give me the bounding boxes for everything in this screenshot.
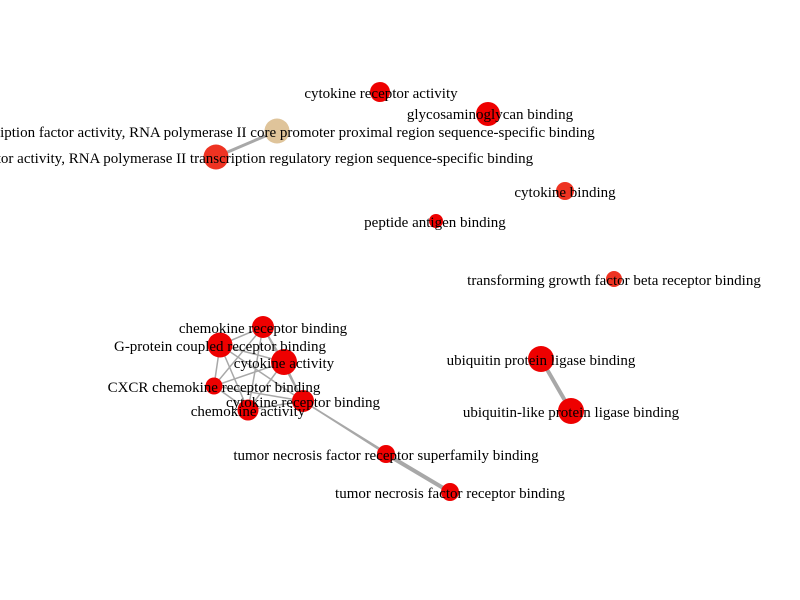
node-cytokine-binding[interactable] — [556, 182, 574, 200]
node-tnf-receptor-binding[interactable] — [441, 483, 459, 501]
edge-n9-n12 — [219, 344, 304, 402]
node-cytokine-activity[interactable] — [271, 349, 297, 375]
node-chemokine-receptor-binding-label: chemokine receptor binding — [179, 321, 348, 337]
node-chemokine-receptor-binding[interactable] — [252, 316, 274, 338]
node-cytokine-receptor-activity[interactable] — [370, 82, 390, 102]
node-tf-activity-core-promoter-label: transcription factor activity, RNA polym… — [0, 125, 595, 141]
node-glycosaminoglycan-binding[interactable] — [476, 102, 500, 126]
node-tf-activity-regulatory-region[interactable] — [203, 144, 229, 170]
node-peptide-antigen-binding-label: peptide antigen binding — [364, 215, 506, 231]
edge-n11-n12 — [213, 385, 304, 402]
node-tnf-receptor-binding-label: tumor necrosis factor receptor binding — [335, 486, 565, 502]
node-cxcr-chemokine-receptor-binding[interactable] — [205, 377, 223, 395]
node-g-protein-coupled-receptor-binding-label: G-protein coupled receptor binding — [114, 339, 327, 355]
node-cytokine-receptor-binding-label: cytokine receptor binding — [226, 395, 381, 411]
node-tf-activity-core-promoter[interactable] — [264, 118, 290, 144]
node-cxcr-chemokine-receptor-binding-label: CXCR chemokine receptor binding — [108, 380, 321, 396]
node-tf-activity-regulatory-region-label: transcription factor activity, RNA polym… — [0, 151, 534, 167]
node-cytokine-activity-label: cytokine activity — [234, 356, 335, 372]
edge-n12-n15 — [302, 400, 451, 493]
node-cytokine-receptor-binding[interactable] — [292, 390, 314, 412]
node-tgf-beta-receptor-binding[interactable] — [606, 271, 622, 287]
node-chemokine-activity[interactable] — [237, 399, 259, 421]
labels-layer: cytokine receptor activity glycosaminogly… — [0, 86, 761, 502]
node-chemokine-activity-label: chemokine activity — [191, 404, 306, 420]
node-tgf-beta-receptor-binding-label: transforming growth factor beta receptor… — [467, 273, 761, 289]
node-ubiquitin-like-protein-ligase-binding-label: ubiquitin-like protein ligase binding — [463, 405, 680, 421]
node-tnf-receptor-superfamily-binding-label: tumor necrosis factor receptor superfami… — [233, 448, 539, 464]
node-glycosaminoglycan-binding-label: glycosaminoglycan binding — [407, 107, 574, 123]
nodes-layer — [203, 82, 622, 501]
node-peptide-antigen-binding[interactable] — [429, 214, 443, 228]
node-ubiquitin-protein-ligase-binding-label: ubiquitin protein ligase binding — [447, 353, 636, 369]
edge-n8-n11 — [213, 326, 264, 387]
node-cytokine-binding-label: cytokine binding — [514, 185, 616, 201]
node-cytokine-receptor-activity-label: cytokine receptor activity — [304, 86, 458, 102]
node-ubiquitin-like-protein-ligase-binding[interactable] — [558, 398, 584, 424]
node-ubiquitin-protein-ligase-binding[interactable] — [528, 346, 554, 372]
node-g-protein-coupled-receptor-binding[interactable] — [207, 332, 233, 358]
node-tnf-receptor-superfamily-binding[interactable] — [377, 445, 395, 463]
